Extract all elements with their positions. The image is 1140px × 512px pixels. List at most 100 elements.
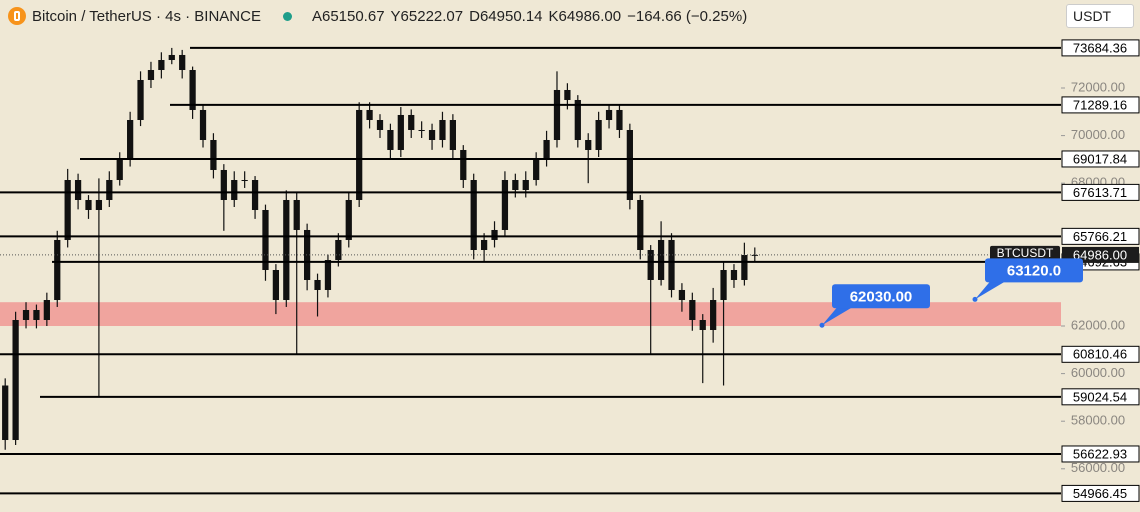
level-label: 54966.45: [1073, 486, 1127, 501]
level-label-box: [1061, 388, 1140, 406]
candle-body: [449, 120, 456, 150]
candle-body: [335, 239, 342, 260]
candle-body: [33, 310, 40, 320]
candle-body: [43, 300, 50, 320]
callout-label: 63120.0: [1007, 262, 1061, 279]
candle-body: [272, 269, 280, 301]
candle-body: [85, 199, 92, 210]
candle-body: [251, 180, 259, 210]
candle-body: [314, 279, 321, 290]
symbol[interactable]: Bitcoin / TetherUS · 4s · BINANCE: [32, 7, 261, 25]
y-tick-label: 58000.00: [1071, 413, 1125, 428]
candle-body: [283, 199, 290, 301]
candle-body: [533, 159, 540, 181]
ohlc-open: A65150.67: [311, 7, 385, 25]
candle-body: [720, 269, 727, 301]
y-tick-label: 60000.00: [1071, 365, 1125, 380]
candle-body: [751, 254, 758, 256]
candle-body: [553, 89, 561, 140]
candle-body: [293, 199, 300, 230]
candle-body: [116, 159, 123, 181]
callout-tip: [972, 296, 978, 302]
candle-body: [95, 199, 103, 210]
level-label-box: [1061, 227, 1140, 245]
callout-label: 62030.00: [850, 288, 913, 305]
candle-body: [189, 69, 196, 110]
candle-body: [470, 180, 477, 251]
last-price-label: 64986.00: [1073, 247, 1127, 262]
candle-body: [585, 139, 592, 150]
candle-body: [522, 180, 529, 191]
callout-box: [832, 284, 930, 309]
level-label: 67613.71: [1073, 185, 1127, 200]
callout: 63120.0: [972, 258, 1083, 302]
currency-select[interactable]: USDT: [1066, 4, 1134, 28]
level-label-box: [1061, 183, 1140, 201]
candle-body: [480, 239, 488, 251]
candle-body: [387, 129, 394, 150]
candle-body: [491, 229, 498, 240]
candle-body: [2, 385, 9, 441]
status-dot: [282, 11, 292, 21]
candle-body: [678, 289, 686, 301]
candle-body: [408, 114, 415, 130]
level-label-box: [1061, 96, 1140, 114]
candle-body: [460, 149, 467, 181]
candle-body: [543, 139, 550, 160]
candle-body: [304, 229, 311, 280]
candle-body: [689, 300, 696, 320]
candle-body: [741, 255, 748, 280]
candle-body: [179, 54, 186, 70]
candle-body: [605, 109, 613, 121]
candle-body: [730, 269, 738, 280]
ohlc-close: K64986.00: [548, 7, 622, 25]
candle-body: [574, 99, 581, 140]
candle-body: [699, 320, 706, 330]
y-tick-label: 72000.00: [1071, 79, 1125, 94]
candle-body: [345, 199, 352, 240]
zone: [0, 302, 1061, 326]
candle-body: [439, 120, 446, 140]
y-tick-label: 56000.00: [1071, 460, 1125, 475]
candle-body: [262, 209, 269, 270]
callout-tail: [822, 306, 854, 326]
candle-body: [626, 129, 633, 200]
y-tick-label: 70000.00: [1071, 127, 1125, 142]
last-price-symbol: BTCUSDT: [997, 246, 1054, 260]
candle-body: [137, 79, 144, 121]
candle-body: [241, 180, 248, 182]
candle-body: [231, 180, 238, 200]
candle-body: [418, 129, 425, 131]
ohlc-high: Y65222.07: [390, 7, 464, 25]
candle-body: [168, 54, 175, 61]
candle-body: [64, 180, 71, 240]
candle-body: [501, 180, 509, 230]
candle-body: [106, 180, 113, 200]
callout-tip: [819, 322, 825, 328]
level-label: 69017.84: [1073, 151, 1127, 166]
level-label: 56622.93: [1073, 446, 1127, 461]
level-label: 59024.54: [1073, 389, 1127, 404]
candle-body: [22, 310, 30, 320]
candle-body: [210, 139, 217, 170]
candle-body: [54, 239, 61, 301]
level-label-box: [1061, 484, 1140, 502]
ohlc-low: D64950.14: [469, 7, 543, 25]
candle-body: [366, 109, 373, 121]
candle-body: [220, 169, 227, 200]
candle-body: [147, 69, 155, 80]
candle-body: [647, 250, 654, 280]
candle-body: [356, 109, 363, 200]
candle-body: [376, 120, 384, 130]
candle-body: [158, 60, 165, 70]
candle-body: [428, 129, 436, 140]
change: −164.66 (−0.25%): [627, 7, 748, 25]
last-price-symbol-box: [990, 245, 1060, 262]
level-label: 65766.21: [1073, 229, 1127, 244]
candle-body: [616, 109, 623, 130]
candle-body: [710, 300, 717, 330]
candle-body: [657, 239, 665, 280]
callout: 62030.00: [819, 284, 930, 328]
